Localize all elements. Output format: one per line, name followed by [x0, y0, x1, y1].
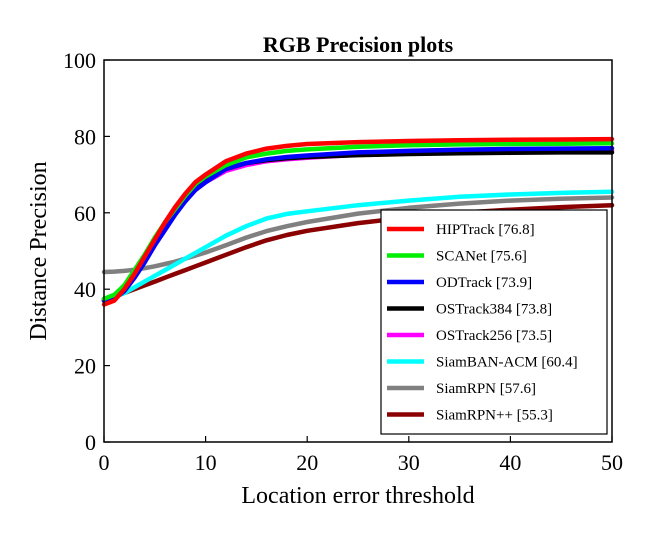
x-tick-label: 10	[195, 450, 217, 475]
legend-label-0: HIPTrack [76.8]	[436, 222, 535, 238]
x-tick-label: 40	[499, 450, 521, 475]
legend: HIPTrack [76.8] SCANet [75.6] ODTrack [73.…	[380, 209, 608, 435]
chart-title: RGB Precision plots	[263, 32, 454, 57]
legend-label-2: ODTrack [73.9]	[436, 275, 532, 291]
legend-label-3: OSTrack384 [73.8]	[436, 302, 552, 318]
y-tick-label: 80	[74, 124, 96, 149]
y-tick-label: 40	[74, 277, 96, 302]
x-tick-label: 20	[296, 450, 318, 475]
x-axis-title: Location error threshold	[241, 483, 474, 509]
x-tick-label: 30	[398, 450, 420, 475]
legend-label-5: SiamBAN-ACM [60.4]	[436, 355, 578, 371]
legend-label-1: SCANet [75.6]	[436, 249, 527, 265]
y-tick-label: 20	[74, 354, 96, 379]
plot-frame	[103, 59, 613, 443]
y-tick-label: 60	[74, 201, 96, 226]
x-tick-label: 0	[99, 450, 110, 475]
legend-label-6: SiamRPN [57.6]	[436, 381, 536, 397]
x-tick-label: 50	[601, 450, 623, 475]
y-tick-label: 100	[63, 48, 96, 73]
series-line-0	[101, 136, 615, 307]
legend-box	[380, 209, 608, 435]
legend-label-4: OSTrack256 [73.5]	[436, 328, 552, 344]
legend-label-7: SiamRPN++ [55.3]	[436, 408, 553, 424]
y-tick-label: 0	[85, 430, 96, 455]
series-line-5	[101, 189, 615, 302]
series-line-2	[101, 145, 615, 303]
series-layer	[101, 136, 615, 307]
ticks-layer: 0 10 20 30 40 50 0 20 40 60 80 100	[63, 48, 623, 475]
y-axis-title: Distance Precision	[26, 161, 52, 340]
